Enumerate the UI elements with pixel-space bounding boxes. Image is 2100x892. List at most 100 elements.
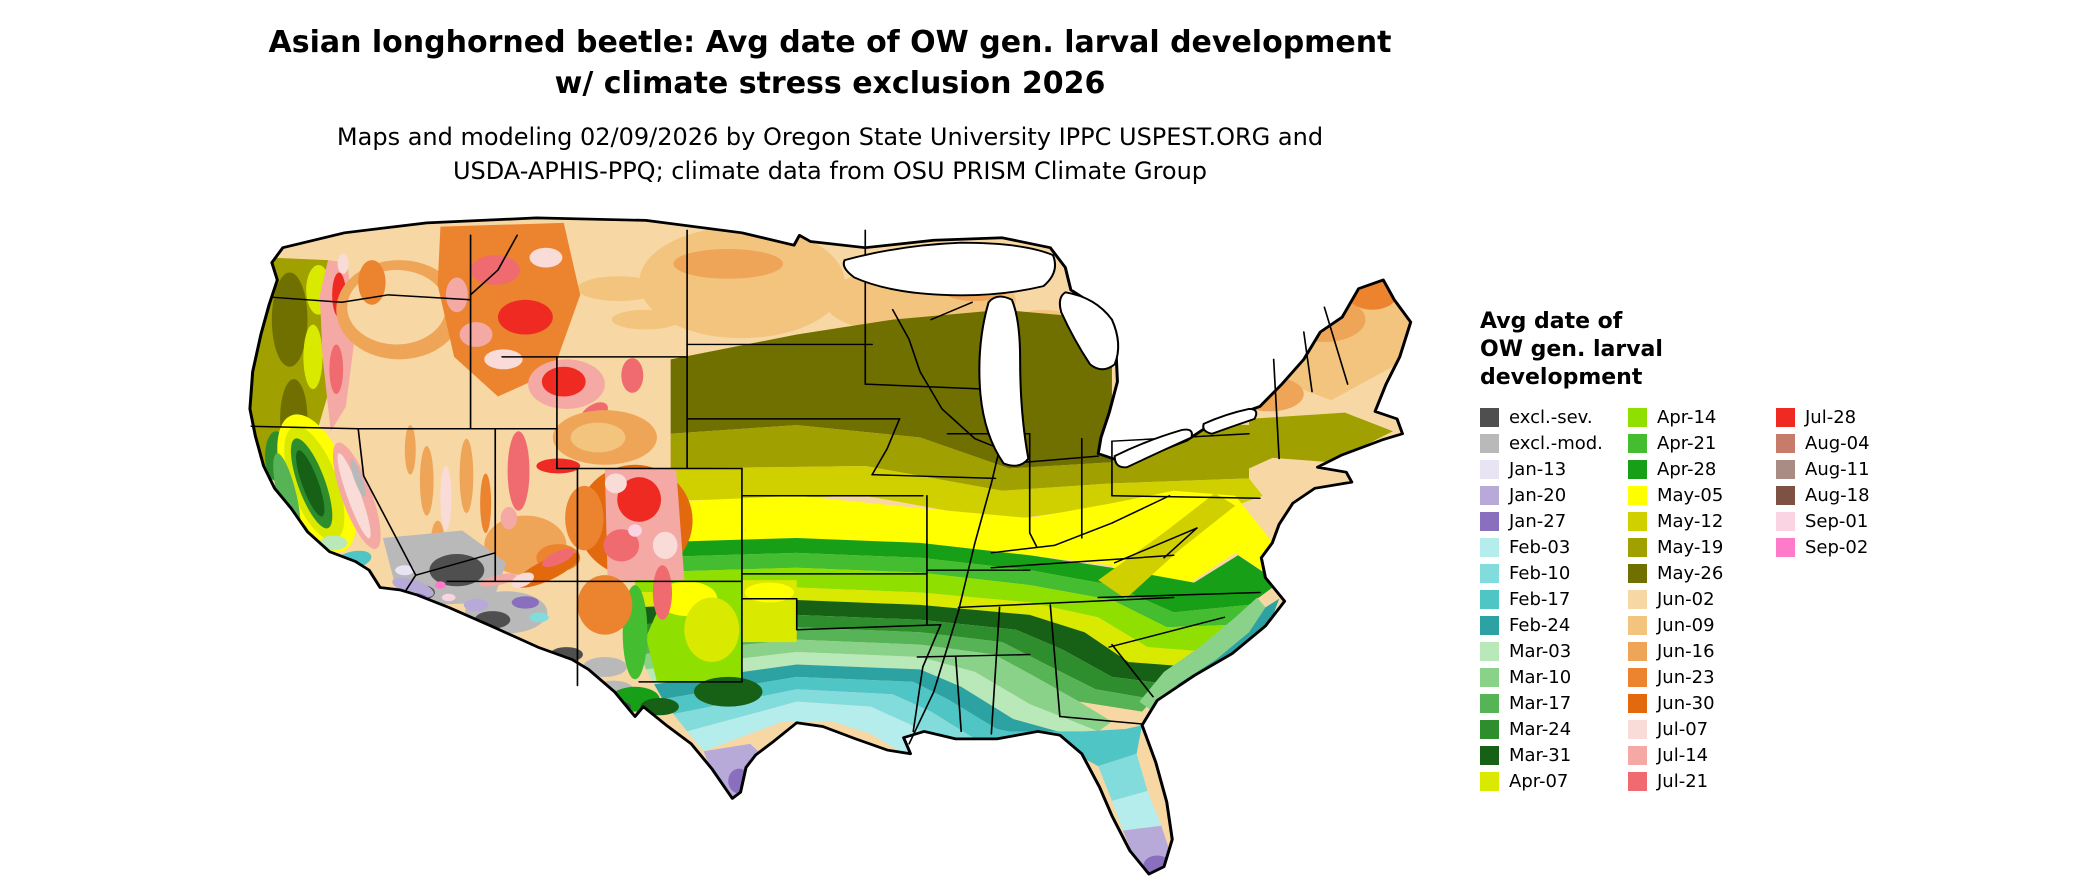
- legend-swatch: [1480, 563, 1499, 583]
- legend-entry: Mar-31: [1480, 742, 1614, 768]
- map-subtitle: Maps and modeling 02/09/2026 by Oregon S…: [0, 120, 1660, 188]
- us-map: [228, 208, 1434, 884]
- legend-entry: excl.-mod.: [1480, 430, 1614, 456]
- legend-entry: Feb-10: [1480, 560, 1614, 586]
- legend-entry: Mar-10: [1480, 664, 1614, 690]
- legend-column-2: Apr-14 Apr-21 Apr-28 May-05 May-12 May-19 May-…: [1628, 404, 1762, 794]
- legend-swatch: [1776, 485, 1795, 505]
- legend-label: excl.-sev.: [1509, 406, 1593, 428]
- legend-swatch: [1480, 693, 1499, 713]
- legend-swatch: [1628, 407, 1647, 427]
- legend-entry: Mar-24: [1480, 716, 1614, 742]
- legend-swatch: [1480, 615, 1499, 635]
- legend-label: excl.-mod.: [1509, 432, 1603, 454]
- legend-entry: Apr-21: [1628, 430, 1762, 456]
- legend-swatch: [1628, 745, 1647, 765]
- legend-entry: Apr-07: [1480, 768, 1614, 794]
- legend-swatch: [1776, 459, 1795, 479]
- legend-label: Feb-10: [1509, 562, 1571, 584]
- legend-entry: Mar-17: [1480, 690, 1614, 716]
- legend-swatch: [1480, 511, 1499, 531]
- national-outline: [248, 216, 1413, 876]
- legend-entry: Jun-30: [1628, 690, 1762, 716]
- legend-entry: Aug-11: [1776, 456, 1910, 482]
- legend-entry: May-26: [1628, 560, 1762, 586]
- legend-entry: Aug-18: [1776, 482, 1910, 508]
- legend-swatch: [1480, 485, 1499, 505]
- map-title: Asian longhorned beetle: Avg date of OW …: [0, 22, 1660, 104]
- legend-swatch: [1628, 719, 1647, 739]
- legend-title-line2: OW gen. larval: [1480, 337, 1663, 362]
- lake-erie-shape: [1113, 428, 1193, 469]
- legend-label: Apr-21: [1657, 432, 1717, 454]
- legend-title-line1: Avg date of: [1480, 309, 1623, 334]
- legend-swatch: [1628, 563, 1647, 583]
- legend-label: May-05: [1657, 484, 1724, 506]
- legend-label: Feb-17: [1509, 588, 1571, 610]
- legend-entry: Jun-16: [1628, 638, 1762, 664]
- legend-swatch: [1628, 641, 1647, 661]
- legend-title: Avg date of OW gen. larval development: [1480, 308, 2000, 392]
- legend-swatch: [1480, 719, 1499, 739]
- legend-label: Aug-04: [1805, 432, 1870, 454]
- legend-label: Jan-27: [1509, 510, 1567, 532]
- legend-label: Jun-16: [1657, 640, 1715, 662]
- legend-label: Apr-07: [1509, 770, 1569, 792]
- legend-label: May-26: [1657, 562, 1724, 584]
- legend-swatch: [1480, 589, 1499, 609]
- legend-swatch: [1776, 433, 1795, 453]
- legend-entry: Aug-04: [1776, 430, 1910, 456]
- legend-label: Jun-30: [1657, 692, 1715, 714]
- legend-entry: Sep-01: [1776, 508, 1910, 534]
- map-title-line1: Asian longhorned beetle: Avg date of OW …: [268, 25, 1392, 60]
- legend-label: Mar-03: [1509, 640, 1572, 662]
- legend-swatch: [1480, 641, 1499, 661]
- legend-swatch: [1480, 667, 1499, 687]
- legend-title-line3: development: [1480, 365, 1643, 390]
- map-fill-layer: [249, 217, 1411, 875]
- lake-huron-shape: [1058, 291, 1120, 371]
- legend-swatch: [1480, 459, 1499, 479]
- legend-label: Mar-31: [1509, 744, 1572, 766]
- legend-entry: Sep-02: [1776, 534, 1910, 560]
- legend-label: Jun-09: [1657, 614, 1715, 636]
- legend-label: Mar-17: [1509, 692, 1572, 714]
- legend-swatch: [1628, 667, 1647, 687]
- legend-swatch: [1776, 511, 1795, 531]
- legend-entry: Jan-27: [1480, 508, 1614, 534]
- legend-label: Aug-18: [1805, 484, 1870, 506]
- legend-label: Feb-03: [1509, 536, 1571, 558]
- legend-swatch: [1628, 771, 1647, 791]
- legend-label: Sep-01: [1805, 510, 1869, 532]
- legend-label: Apr-28: [1657, 458, 1717, 480]
- legend-swatch: [1628, 615, 1647, 635]
- lake-ontario-shape: [1202, 408, 1258, 435]
- map-subtitle-line1: Maps and modeling 02/09/2026 by Oregon S…: [336, 123, 1324, 151]
- legend-columns: excl.-sev. excl.-mod. Jan-13 Jan-20 Jan-27 Fe…: [1480, 404, 2000, 794]
- legend-label: Jul-07: [1657, 718, 1709, 740]
- legend-swatch: [1628, 537, 1647, 557]
- legend-label: Jul-28: [1805, 406, 1857, 428]
- legend-entry: May-05: [1628, 482, 1762, 508]
- legend-label: Jun-02: [1657, 588, 1715, 610]
- legend-entry: Jan-20: [1480, 482, 1614, 508]
- legend-label: Jan-20: [1509, 484, 1567, 506]
- legend-entry: Jan-13: [1480, 456, 1614, 482]
- legend-entry: Jul-07: [1628, 716, 1762, 742]
- lake-superior-shape: [842, 241, 1057, 297]
- legend-label: Aug-11: [1805, 458, 1870, 480]
- legend-label: Apr-14: [1657, 406, 1717, 428]
- legend-label: Jul-14: [1657, 744, 1709, 766]
- legend: Avg date of OW gen. larval development e…: [1480, 308, 2000, 794]
- legend-swatch: [1776, 407, 1795, 427]
- legend-entry: Apr-14: [1628, 404, 1762, 430]
- legend-label: Jan-13: [1509, 458, 1567, 480]
- legend-entry: excl.-sev.: [1480, 404, 1614, 430]
- map-title-line2: w/ climate stress exclusion 2026: [554, 66, 1106, 101]
- legend-swatch: [1480, 745, 1499, 765]
- legend-entry: May-19: [1628, 534, 1762, 560]
- legend-label: Mar-10: [1509, 666, 1572, 688]
- legend-entry: Feb-17: [1480, 586, 1614, 612]
- legend-label: Jun-23: [1657, 666, 1715, 688]
- legend-entry: Apr-28: [1628, 456, 1762, 482]
